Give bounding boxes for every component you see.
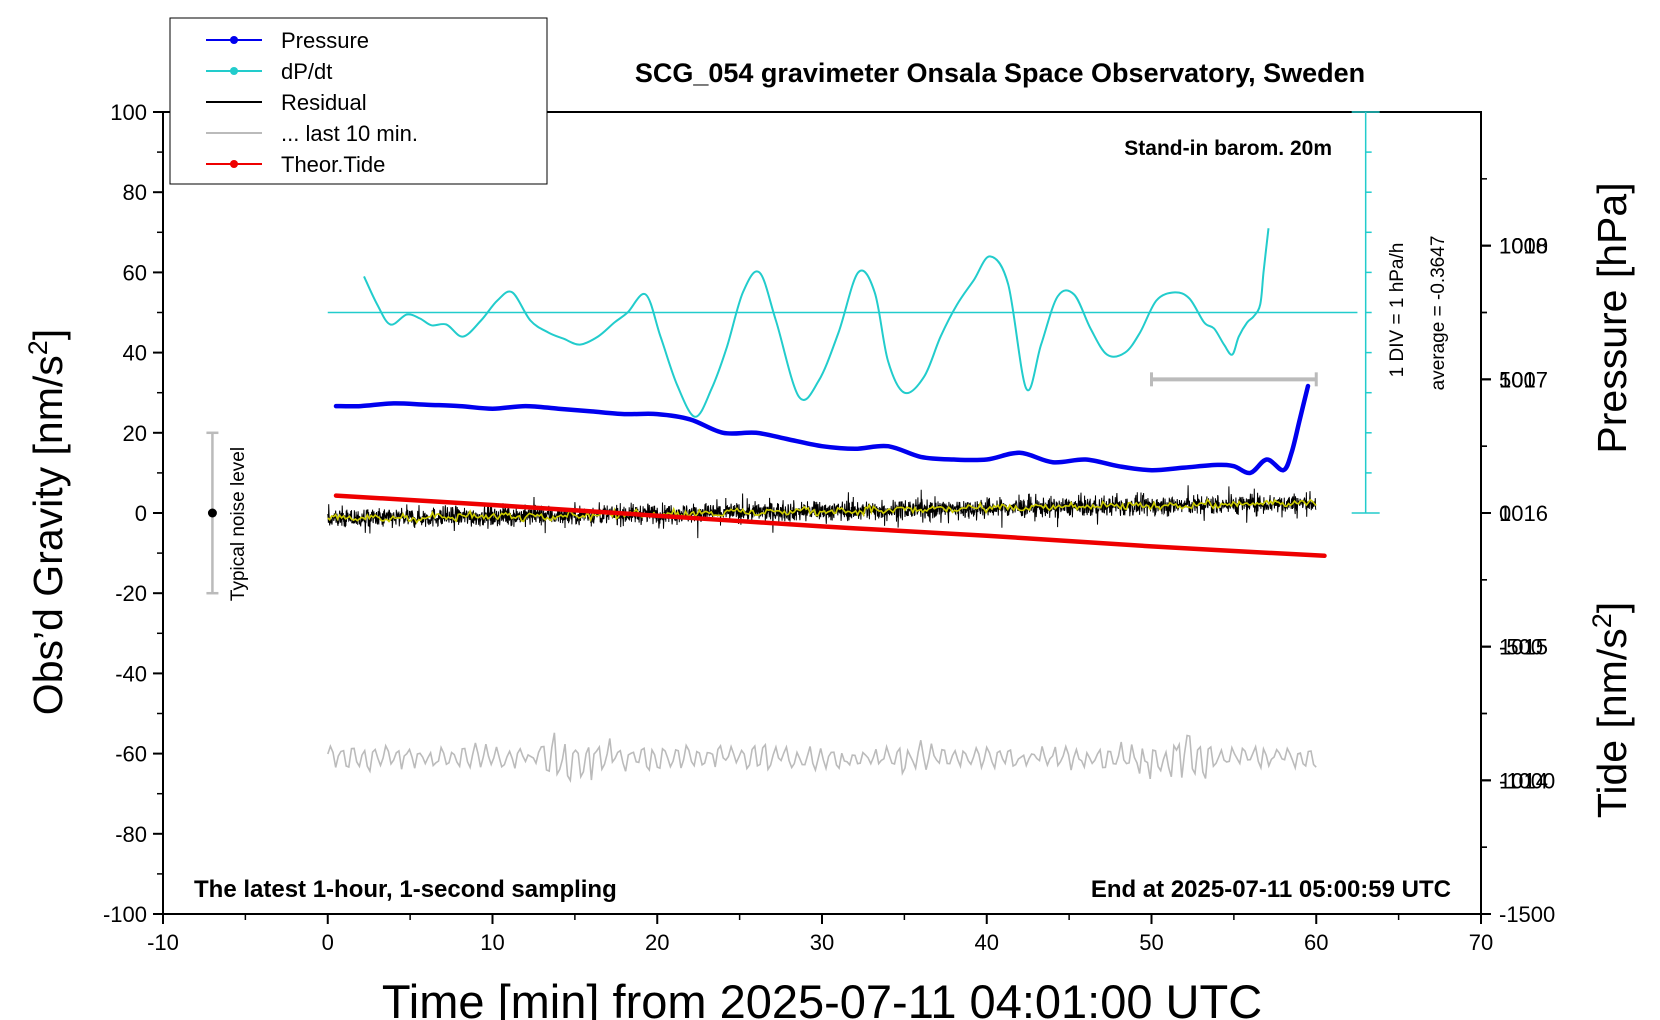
legend-item: Residual (206, 90, 367, 115)
y-axis-title-text: Obs’d Gravity [nm/s (25, 355, 71, 715)
y-axis-title-close: ] (25, 329, 71, 340)
dpdt-div-label: 1 DIV = 1 hPa/h (1387, 243, 1408, 378)
legend-label: ... last 10 min. (281, 121, 418, 146)
plot-frame (162, 111, 1482, 915)
y-tick-label: -60 (115, 742, 147, 767)
pressure-tick-label: 1017 (1499, 367, 1548, 392)
tide-tick-label: -500 (1499, 635, 1543, 660)
residual-smoothed-line (327, 498, 1317, 525)
legend-label: Pressure (281, 28, 369, 53)
tide-tick-label: -1500 (1499, 902, 1555, 927)
y-tick-label: -80 (115, 822, 147, 847)
pressure-tick-label: 1016 (1499, 501, 1548, 526)
tide-tick-label: 1000 (1499, 234, 1548, 259)
y-axis-title: Obs’d Gravity [nm/s2] (23, 329, 71, 715)
pressure-axis-title: Pressure [hPa] (1589, 182, 1635, 453)
x-tick-label: 0 (322, 930, 334, 955)
y-tick-label: 100 (110, 100, 147, 125)
legend-label: Residual (281, 90, 367, 115)
legend-marker (230, 160, 238, 168)
noise-level-label: Typical noise level (228, 447, 249, 601)
last-10-min-line (327, 732, 1317, 783)
tide-axis-title-sup: 2 (1587, 613, 1617, 628)
tide-tick-label: 500 (1499, 367, 1536, 392)
end-time-note: End at 2025-07-11 05:00:59 UTC (1091, 876, 1451, 903)
legend-item: ... last 10 min. (206, 121, 418, 146)
tide-line (333, 493, 1327, 559)
tide-tick-label: 0 (1499, 501, 1511, 526)
pressure-tick-label: 1014 (1499, 768, 1548, 793)
series-layer (327, 228, 1327, 783)
pressure-tick-label: 1018 (1499, 234, 1548, 259)
x-tick-label: 70 (1469, 930, 1493, 955)
legend-item: dP/dt (206, 59, 332, 84)
x-tick-label: 10 (480, 930, 504, 955)
y-tick-label: 40 (123, 341, 147, 366)
legend-label: Theor.Tide (281, 152, 385, 177)
tide-tick-label: -1000 (1499, 768, 1555, 793)
chart-title: SCG_054 gravimeter Onsala Space Observat… (635, 58, 1365, 88)
tide-axis-title: Tide [nm/s2] (1587, 602, 1635, 818)
latest-sampling-note: The latest 1-hour, 1-second sampling (194, 876, 617, 903)
pressure-tick-label: 1015 (1499, 635, 1548, 660)
x-tick-label: -10 (147, 930, 179, 955)
y-tick-label: 80 (123, 180, 147, 205)
axes-layer: -10 0 10 20 30 40 50 60 70100806040200-20-40-60-… (103, 100, 1555, 955)
x-axis-title: Time [min] from 2025-07-11 04:01:00 UTC (382, 975, 1262, 1020)
legend: Pressure dP/dt Residual ... last 10 min. The… (169, 17, 548, 185)
y-axis-title-sup: 2 (23, 340, 53, 355)
legend-marker (230, 67, 238, 75)
legend-marker (230, 36, 238, 44)
legend-item: Theor.Tide (206, 152, 385, 177)
extras-layer (206, 111, 1380, 595)
legend-label: dP/dt (281, 59, 332, 84)
dpdt-average-label: average = -0.3647 (1428, 236, 1449, 391)
y-tick-label: -100 (103, 902, 147, 927)
y-tick-label: 0 (135, 501, 147, 526)
stand-in-barometer-note: Stand-in barom. 20m (1124, 137, 1332, 160)
x-tick-label: 20 (645, 930, 669, 955)
legend-item: Pressure (206, 28, 369, 53)
x-tick-label: 50 (1139, 930, 1163, 955)
y-tick-label: -20 (115, 581, 147, 606)
y-tick-label: 60 (123, 260, 147, 285)
tide-axis-title-text: Tide [nm/s (1589, 628, 1635, 818)
noise-center-dot (207, 508, 217, 518)
x-tick-label: 60 (1304, 930, 1328, 955)
x-tick-label: 30 (810, 930, 834, 955)
tide-axis-title-close: ] (1589, 602, 1635, 613)
pressure-line (333, 383, 1311, 476)
y-tick-label: -40 (115, 661, 147, 686)
y-tick-label: 20 (123, 421, 147, 446)
legend-items: Pressure dP/dt Residual ... last 10 min. The… (206, 28, 418, 177)
x-tick-label: 40 (975, 930, 999, 955)
dpdt-line (363, 228, 1270, 418)
